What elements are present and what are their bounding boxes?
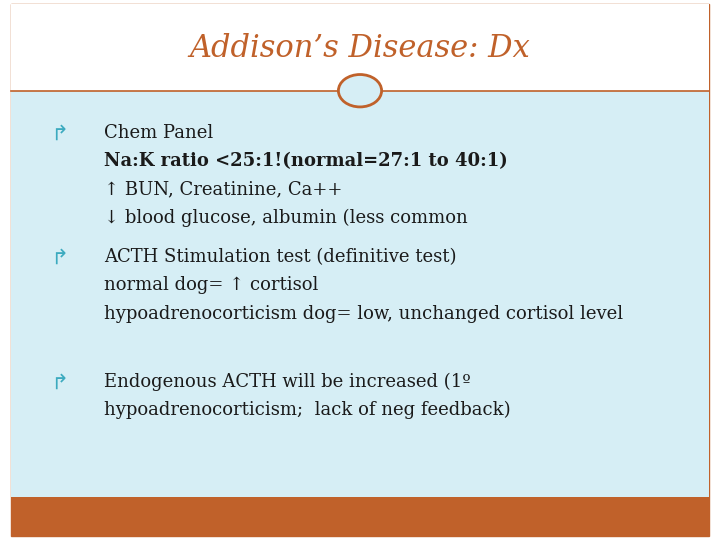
Circle shape <box>338 75 382 107</box>
Text: Addison’s Disease: Dx: Addison’s Disease: Dx <box>189 33 531 64</box>
Text: ↲: ↲ <box>45 119 63 140</box>
FancyBboxPatch shape <box>11 4 709 91</box>
FancyBboxPatch shape <box>11 497 709 536</box>
Text: Chem Panel: Chem Panel <box>104 124 214 142</box>
Text: normal dog= ↑ cortisol: normal dog= ↑ cortisol <box>104 276 319 294</box>
Text: ↑ BUN, Creatinine, Ca++: ↑ BUN, Creatinine, Ca++ <box>104 180 343 198</box>
Text: Endogenous ACTH will be increased (1º: Endogenous ACTH will be increased (1º <box>104 373 471 391</box>
Text: ACTH Stimulation test (definitive test): ACTH Stimulation test (definitive test) <box>104 248 457 266</box>
Text: ↲: ↲ <box>45 244 63 264</box>
Text: ↓ blood glucose, albumin (less common: ↓ blood glucose, albumin (less common <box>104 208 468 227</box>
Text: hypoadrenocorticism;  lack of neg feedback): hypoadrenocorticism; lack of neg feedbac… <box>104 401 511 419</box>
Text: ↲: ↲ <box>45 368 63 388</box>
Text: Na:K ratio <25:1!(normal=27:1 to 40:1): Na:K ratio <25:1!(normal=27:1 to 40:1) <box>104 152 508 170</box>
Text: hypoadrenocorticism dog= low, unchanged cortisol level: hypoadrenocorticism dog= low, unchanged … <box>104 305 624 322</box>
FancyBboxPatch shape <box>11 91 709 497</box>
